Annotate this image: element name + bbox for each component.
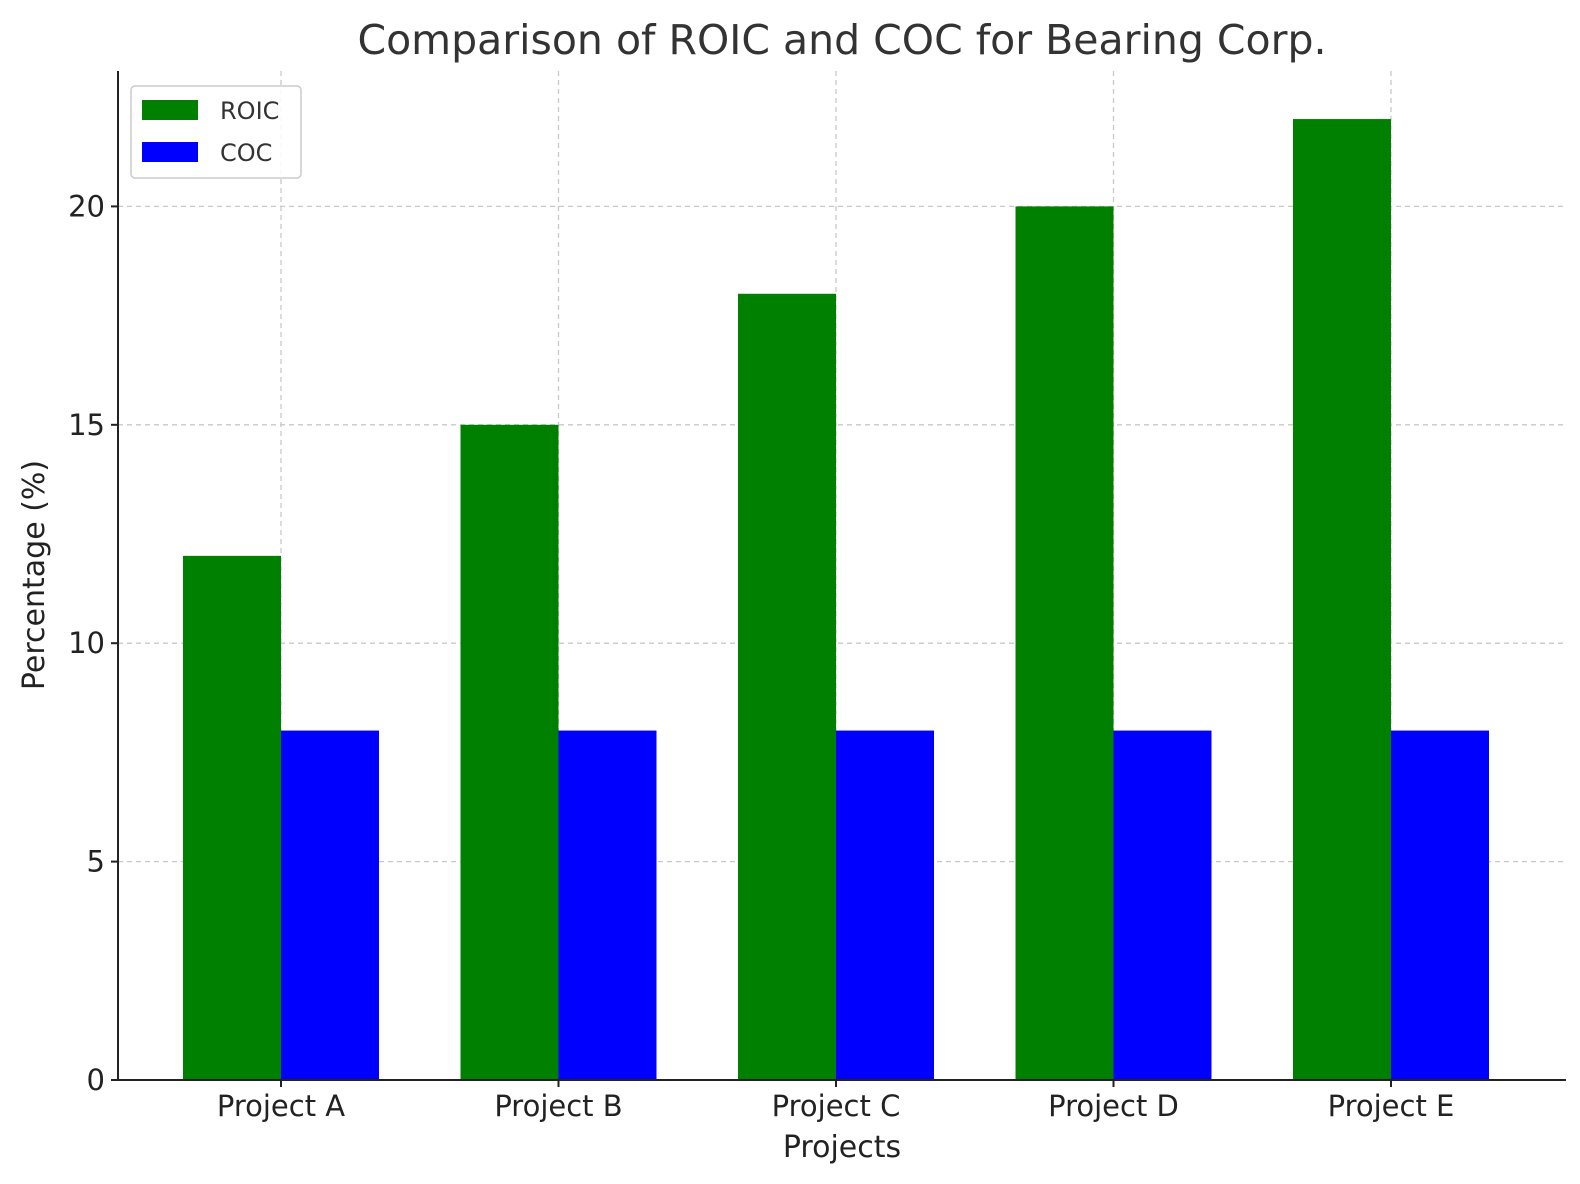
axes-layer (117, 71, 1566, 1081)
bar-roic (1293, 119, 1391, 1081)
x-axis-label: Projects (783, 1130, 901, 1165)
x-tick-label: Project C (772, 1089, 901, 1123)
bar-roic (1015, 206, 1114, 1080)
x-tick-label: Project D (1048, 1089, 1179, 1123)
bar-coc (281, 730, 379, 1080)
y-tick-label: 0 (87, 1063, 105, 1097)
ticks-layer: 0 5 10 15 20 Project A Project B Project C Proje… (68, 189, 1454, 1123)
x-tick-label: Project E (1328, 1089, 1455, 1123)
y-tick-label: 20 (68, 189, 105, 223)
legend-label-roic: ROIC (220, 97, 279, 125)
legend: ROIC COC (130, 85, 302, 179)
y-tick-label: 5 (87, 845, 105, 879)
legend-label-coc: COC (220, 139, 272, 167)
bar-roic (183, 555, 281, 1080)
bar-coc (836, 730, 934, 1080)
bars-layer (183, 119, 1489, 1081)
bar-coc (1391, 730, 1489, 1080)
bar-coc (558, 730, 657, 1080)
bar-roic (738, 293, 836, 1080)
bar-coc (1113, 730, 1212, 1080)
y-axis-label: Percentage (%) (17, 460, 52, 690)
chart-title: Comparison of ROIC and COC for Bearing C… (357, 16, 1326, 64)
y-tick-label: 15 (68, 408, 105, 442)
x-tick-label: Project A (217, 1089, 345, 1123)
bar-roic (460, 424, 559, 1081)
legend-swatch-roic (142, 100, 198, 120)
y-tick-label: 10 (68, 626, 105, 660)
x-tick-label: Project B (494, 1089, 622, 1123)
legend-swatch-coc (142, 142, 198, 162)
